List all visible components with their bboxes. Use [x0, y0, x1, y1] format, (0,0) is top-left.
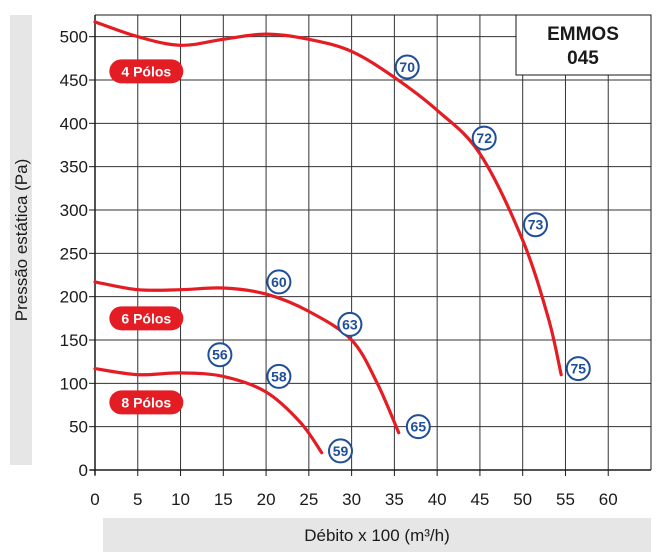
model-box-background [515, 14, 652, 76]
rpm-marker-75 [565, 356, 591, 382]
rpm-markers: 70 72 73 75 60 63 65 56 58 59 [207, 54, 591, 464]
series-tags: 4 Pólos 6 Pólos 8 Pólos [109, 59, 184, 415]
y-tick-label-500: 500 [60, 28, 88, 47]
model-name: EMMOS [547, 24, 619, 45]
y-tick-label-0: 0 [79, 461, 88, 480]
x-tick-label-40: 40 [428, 490, 447, 509]
x-tick-label-10: 10 [171, 490, 190, 509]
rpm-marker-label-73: 73 [528, 217, 544, 233]
rpm-marker-label-56: 56 [212, 347, 228, 363]
y-tick-label-350: 350 [60, 158, 88, 177]
rpm-marker-60 [266, 269, 292, 295]
rpm-marker-label-59: 59 [333, 443, 349, 459]
curve-series-2 [93, 367, 324, 455]
rpm-marker-65 [405, 414, 431, 440]
rpm-marker-label-70: 70 [399, 59, 415, 75]
grid [95, 15, 651, 470]
x-tick-label-15: 15 [214, 490, 233, 509]
rpm-marker-label-58: 58 [271, 368, 287, 384]
series-tag-label-2: 8 Pólos [121, 394, 171, 410]
curves [93, 20, 563, 455]
y-tick-label-50: 50 [69, 418, 88, 437]
y-tick-label-200: 200 [60, 288, 88, 307]
rpm-marker-63 [337, 311, 363, 337]
curve-series-1 [93, 280, 401, 435]
y-axis-title-band [10, 15, 32, 465]
series-tag-1 [109, 306, 184, 331]
model-box: EMMOS 045 [515, 14, 652, 76]
series-tag-0 [109, 59, 184, 84]
x-tick-label-35: 35 [385, 490, 404, 509]
series-tag-label-0: 4 Pólos [121, 63, 171, 79]
x-tick-label-5: 5 [133, 490, 142, 509]
x-tick-label-20: 20 [257, 490, 276, 509]
x-tick-label-0: 0 [90, 490, 99, 509]
x-axis-title: Débito x 100 (m³/h) [304, 526, 450, 545]
y-tick-label-250: 250 [60, 244, 88, 263]
y-tick-label-100: 100 [60, 374, 88, 393]
rpm-marker-72 [471, 125, 497, 151]
curve-series-0 [93, 20, 563, 377]
y-tick-label-150: 150 [60, 331, 88, 350]
tick-labels: 0 5 10 15 20 25 30 35 40 45 50 55 60 0 50 100 150 200 250 3… [60, 28, 618, 509]
y-tick-label-450: 450 [60, 71, 88, 90]
y-tick-label-400: 400 [60, 114, 88, 133]
rpm-marker-58 [266, 363, 292, 389]
y-axis-title: Pressão estática (Pa) [12, 159, 31, 322]
rpm-marker-label-65: 65 [411, 419, 427, 435]
x-tick-label-45: 45 [470, 490, 489, 509]
rpm-marker-label-63: 63 [342, 316, 358, 332]
x-tick-label-25: 25 [299, 490, 318, 509]
rpm-marker-label-75: 75 [571, 361, 587, 377]
x-tick-label-60: 60 [599, 490, 618, 509]
y-tick-label-300: 300 [60, 201, 88, 220]
series-tag-2 [109, 390, 184, 415]
x-tick-label-30: 30 [342, 490, 361, 509]
rpm-marker-56 [207, 342, 233, 368]
model-number: 045 [567, 48, 599, 69]
x-tick-label-50: 50 [513, 490, 532, 509]
rpm-marker-label-60: 60 [271, 274, 287, 290]
series-tag-label-1: 6 Pólos [121, 310, 171, 326]
rpm-marker-70 [394, 54, 420, 80]
x-tick-label-55: 55 [556, 490, 575, 509]
rpm-marker-label-72: 72 [476, 130, 492, 146]
x-axis-title-band [103, 518, 651, 552]
rpm-marker-59 [327, 438, 353, 464]
rpm-marker-73 [523, 212, 549, 238]
